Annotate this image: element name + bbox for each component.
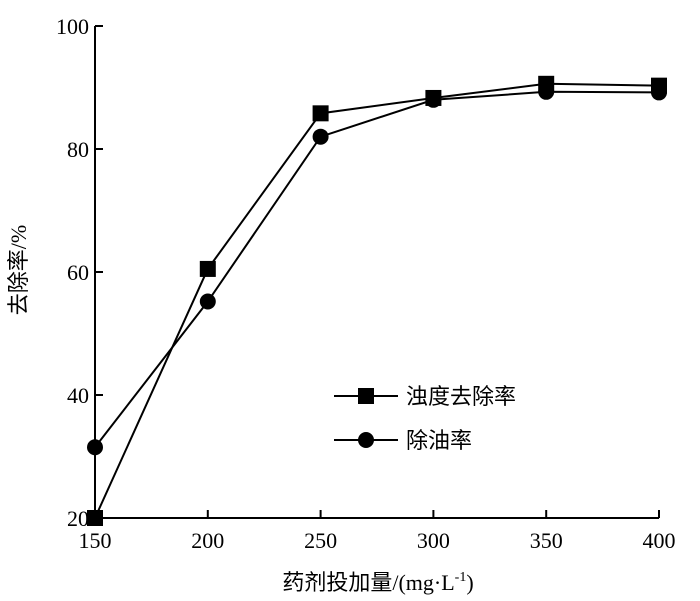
series-1-point — [312, 105, 329, 122]
tick-labels: 20 40 60 80 100 150 200 250 300 350 400 — [56, 14, 676, 553]
x-tick-label: 250 — [304, 528, 337, 553]
series-line-1 — [94, 82, 660, 519]
x-tick-label: 400 — [643, 528, 676, 553]
series-1-point — [199, 260, 216, 277]
series-layer — [87, 75, 667, 526]
series-1-point — [87, 510, 103, 526]
x-tick-label: 150 — [79, 528, 112, 553]
y-tick-label: 80 — [67, 137, 89, 162]
y-tick-label: 100 — [56, 14, 89, 39]
series-2-point — [425, 91, 442, 108]
y-tick-label: 20 — [67, 506, 89, 531]
series-2-point — [87, 439, 103, 456]
legend-marker-square — [358, 388, 374, 404]
series-2-point — [312, 128, 329, 145]
x-tick-label: 200 — [191, 528, 224, 553]
series-2-point — [538, 83, 555, 100]
y-tick-label: 40 — [67, 383, 89, 408]
axes — [94, 25, 660, 519]
legend-label: 除油率 — [406, 428, 472, 453]
series-line-2 — [94, 90, 660, 448]
legend-marker-circle — [358, 432, 374, 448]
x-tick-label: 350 — [530, 528, 563, 553]
series-2-point — [199, 293, 216, 310]
x-tick-label: 300 — [417, 528, 450, 553]
y-axis-title: 去除率/% — [6, 225, 31, 315]
legend-label: 浊度去除率 — [406, 384, 516, 409]
y-tick-label: 60 — [67, 260, 89, 285]
x-axis-title: 药剂投加量/(mg·L-1) — [282, 570, 473, 595]
series-2-point — [651, 84, 667, 101]
